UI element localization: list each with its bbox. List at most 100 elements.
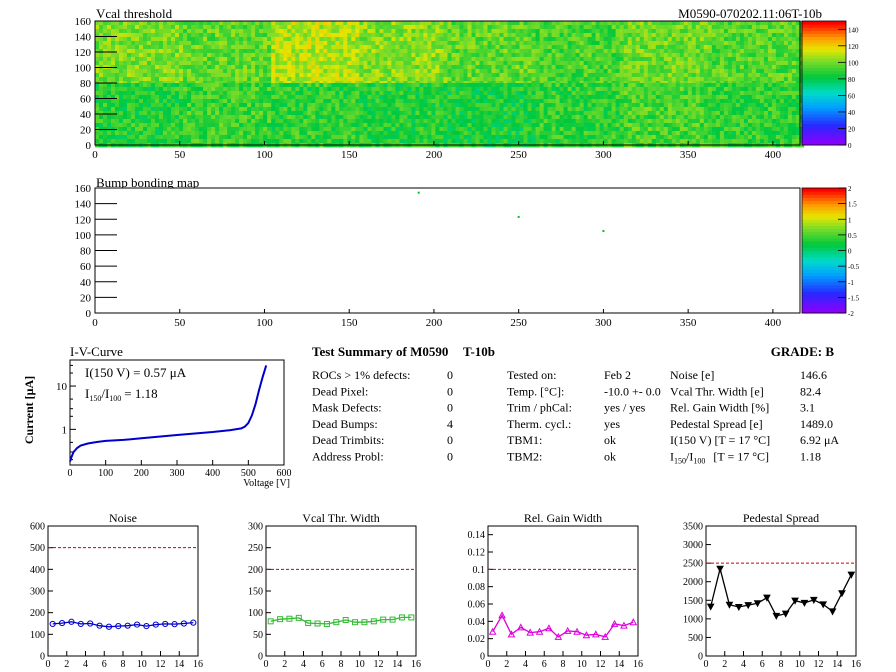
map1-pixel (379, 115, 384, 120)
map1-pixel (707, 29, 713, 34)
map1-pixel (435, 21, 440, 26)
map1-pixel (203, 99, 208, 104)
map1-pixel (215, 91, 220, 96)
map1-pixel (267, 25, 272, 30)
map1-pixel (139, 123, 144, 128)
map1-pixel (567, 33, 572, 38)
map1-pixel (443, 127, 448, 132)
map1-pixel (323, 25, 328, 30)
map1-pixel (583, 25, 588, 30)
map1-pixel (171, 77, 176, 82)
map1-pixel (523, 123, 528, 128)
map1-pixel (291, 83, 296, 88)
map1-pixel (443, 57, 448, 62)
map1-pixel (791, 49, 797, 54)
map1-pixel (567, 61, 572, 66)
map1-pixel (223, 119, 228, 124)
map1-pixel (427, 25, 432, 30)
map1-pixel (407, 45, 412, 50)
map1-pixel (267, 111, 272, 116)
map1-pixel (319, 87, 324, 92)
map1-pixel (527, 41, 532, 46)
map1-pixel (515, 41, 520, 46)
map1-pixel (299, 103, 304, 108)
map1-pixel (751, 29, 757, 34)
map1-pixel (111, 77, 116, 82)
map1-pixel (287, 91, 292, 96)
map1-pixel (779, 61, 785, 66)
map1-pixel (707, 41, 713, 46)
map1-pixel (479, 45, 484, 50)
map1-pixel (479, 95, 484, 100)
map1-pixel (575, 115, 580, 120)
map1-pixel (547, 21, 552, 26)
map1-pixel (383, 139, 388, 144)
map1-pixel (375, 21, 380, 26)
map1-pixel (399, 99, 404, 104)
map1-pixel (791, 29, 797, 34)
map1-pixel (271, 139, 276, 144)
map1-pixel (347, 37, 352, 42)
map1-pixel (395, 65, 400, 70)
map1-pixel (767, 29, 773, 34)
map1-pixel (335, 45, 340, 50)
map1-pixel (487, 111, 492, 116)
map1-pixel (371, 37, 376, 42)
map1-pixel (99, 21, 104, 26)
map1-pixel (199, 107, 204, 112)
map1-pixel (319, 21, 324, 26)
map1-pixel (511, 65, 516, 70)
map1-pixel (415, 91, 420, 96)
map1-pixel (495, 87, 500, 92)
map1-pixel (391, 99, 396, 104)
map1-pixel (219, 77, 224, 82)
map1-pixel (199, 119, 204, 124)
map1-pixel (767, 57, 773, 62)
map1-pixel (467, 87, 472, 92)
map1-pixel (375, 83, 380, 88)
map1-pixel (147, 127, 152, 132)
map1-pixel (251, 119, 256, 124)
map1-pixel (335, 41, 340, 46)
map1-pixel (791, 25, 797, 30)
map1-pixel (175, 73, 180, 78)
map1-pixel (759, 77, 765, 82)
map1-pixel (363, 49, 368, 54)
map1-pixel (107, 69, 112, 74)
map1-pixel (351, 53, 356, 58)
map1-pixel (311, 119, 316, 124)
map1-pixel (727, 57, 733, 62)
map1-pixel (547, 29, 552, 34)
map1-pixel (483, 107, 488, 112)
map1-pixel (679, 29, 685, 34)
map1-pixel (195, 107, 200, 112)
map1-pixel (743, 69, 749, 74)
map1-pixel (671, 33, 677, 38)
map1-pixel (239, 139, 244, 144)
map1-pixel (575, 111, 580, 116)
map1-pixel (779, 25, 785, 30)
map1-pixel (275, 33, 280, 38)
map1-pixel (611, 69, 616, 74)
map1-pixel (383, 91, 388, 96)
map1-pixel (411, 41, 416, 46)
map1-pixel (251, 37, 256, 42)
map1-pixel (699, 53, 705, 58)
map1-pixel (747, 49, 753, 54)
map1-pixel (263, 49, 268, 54)
map1-pixel (511, 99, 516, 104)
map1-pixel (479, 123, 484, 128)
map1-pixel (531, 29, 536, 34)
map1-pixel (555, 65, 560, 70)
map1-pixel (447, 87, 452, 92)
map1-pixel (283, 45, 288, 50)
map1-pixel (483, 37, 488, 42)
map1-pixel (95, 69, 100, 74)
map1-pixel (735, 21, 741, 26)
map1-pixel (355, 65, 360, 70)
map1-pixel (99, 139, 104, 144)
map1-pixel (143, 135, 148, 140)
map1-pixel (459, 111, 464, 116)
map1-pixel (187, 135, 192, 140)
map1-pixel (603, 95, 608, 100)
